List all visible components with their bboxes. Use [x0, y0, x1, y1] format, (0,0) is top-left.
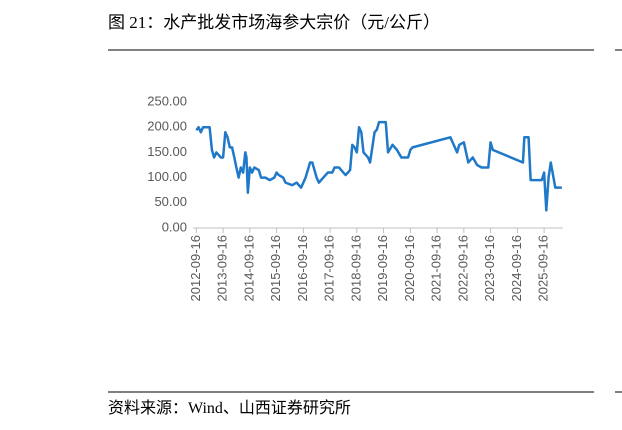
x-tick-label: 2025-09-16: [536, 235, 551, 302]
y-tick-label: 250.00: [147, 93, 187, 108]
x-tick-label: 2015-09-16: [268, 235, 283, 302]
x-tick-label: 2018-09-16: [348, 235, 363, 302]
y-tick-label: 50.00: [154, 194, 187, 209]
y-tick-label: 100.00: [147, 169, 187, 184]
x-tick-label: 2022-09-16: [455, 235, 470, 302]
x-tick-label: 2017-09-16: [322, 235, 337, 302]
y-tick-label: 150.00: [147, 144, 187, 159]
x-tick-label: 2021-09-16: [429, 235, 444, 302]
y-tick-label: 200.00: [147, 119, 187, 134]
x-tick-label: 2020-09-16: [402, 235, 417, 302]
x-tick-label: 2012-09-16: [188, 235, 203, 302]
x-tick-label: 2016-09-16: [295, 235, 310, 302]
x-tick-label: 2024-09-16: [509, 235, 524, 302]
price-line: [195, 120, 562, 212]
x-tick-label: 2014-09-16: [241, 235, 256, 302]
source-note: 资料来源：Wind、山西证券研究所: [108, 399, 351, 417]
x-tick-label: 2019-09-16: [375, 235, 390, 302]
x-tick-label: 2013-09-16: [215, 235, 230, 302]
chart-title: 图 21：水产批发市场海参大宗价（元/公斤）: [108, 13, 440, 32]
y-tick-label: 0.00: [162, 219, 187, 234]
x-tick-label: 2023-09-16: [482, 235, 497, 302]
